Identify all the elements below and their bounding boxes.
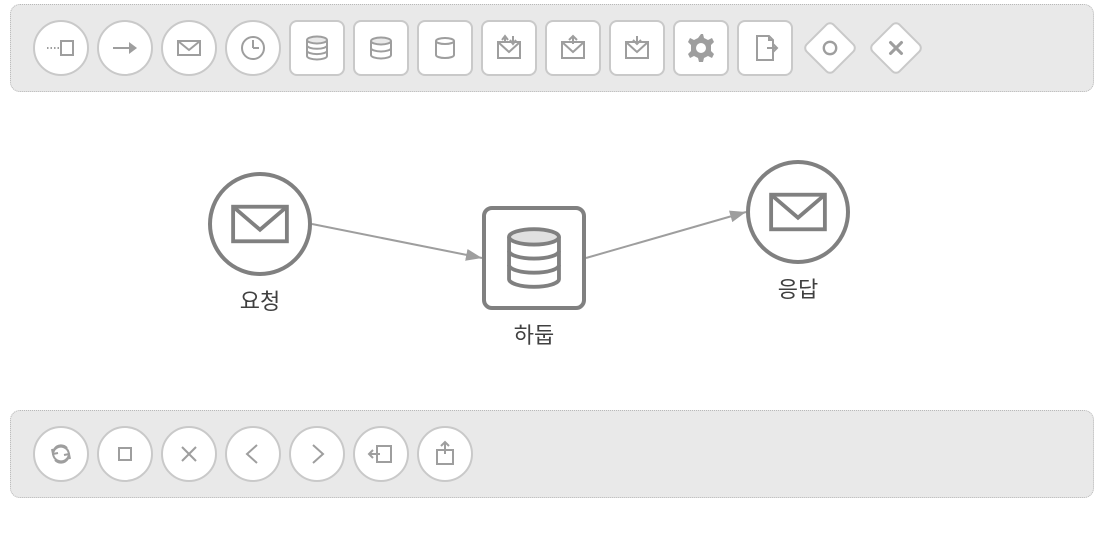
upload-icon[interactable]: [545, 20, 601, 76]
sync-icon[interactable]: [481, 20, 537, 76]
flow-node-n1[interactable]: 요청: [208, 172, 312, 316]
share-icon[interactable]: [417, 426, 473, 482]
timer-icon[interactable]: [225, 20, 281, 76]
message-icon[interactable]: [161, 20, 217, 76]
refresh-icon[interactable]: [33, 426, 89, 482]
node-rect[interactable]: [482, 206, 586, 310]
stop-icon[interactable]: [97, 426, 153, 482]
node-label: 응답: [778, 272, 818, 304]
terminate-icon[interactable]: [867, 19, 925, 77]
flow-node-n3[interactable]: 응답: [746, 160, 850, 304]
forward-icon[interactable]: [289, 426, 345, 482]
top-toolbar: [10, 4, 1094, 92]
arrow-icon[interactable]: [97, 20, 153, 76]
flow-edge: [586, 212, 746, 258]
node-circle[interactable]: [746, 160, 850, 264]
database-2-icon[interactable]: [353, 20, 409, 76]
bottom-toolbar: [10, 410, 1094, 498]
node-label: 하둡: [514, 318, 554, 350]
datastore-icon[interactable]: [417, 20, 473, 76]
start-icon[interactable]: [33, 20, 89, 76]
enter-icon[interactable]: [353, 426, 409, 482]
back-icon[interactable]: [225, 426, 281, 482]
decision-icon[interactable]: [801, 19, 859, 77]
node-label: 요청: [240, 284, 280, 316]
document-out-icon[interactable]: [737, 20, 793, 76]
download-icon[interactable]: [609, 20, 665, 76]
flow-node-n2[interactable]: 하둡: [482, 206, 586, 350]
gear-icon[interactable]: [673, 20, 729, 76]
flow-edge: [312, 224, 482, 258]
flow-canvas: 요청 하둡 응답: [0, 92, 1104, 410]
database-3-icon[interactable]: [289, 20, 345, 76]
node-circle[interactable]: [208, 172, 312, 276]
close-icon[interactable]: [161, 426, 217, 482]
